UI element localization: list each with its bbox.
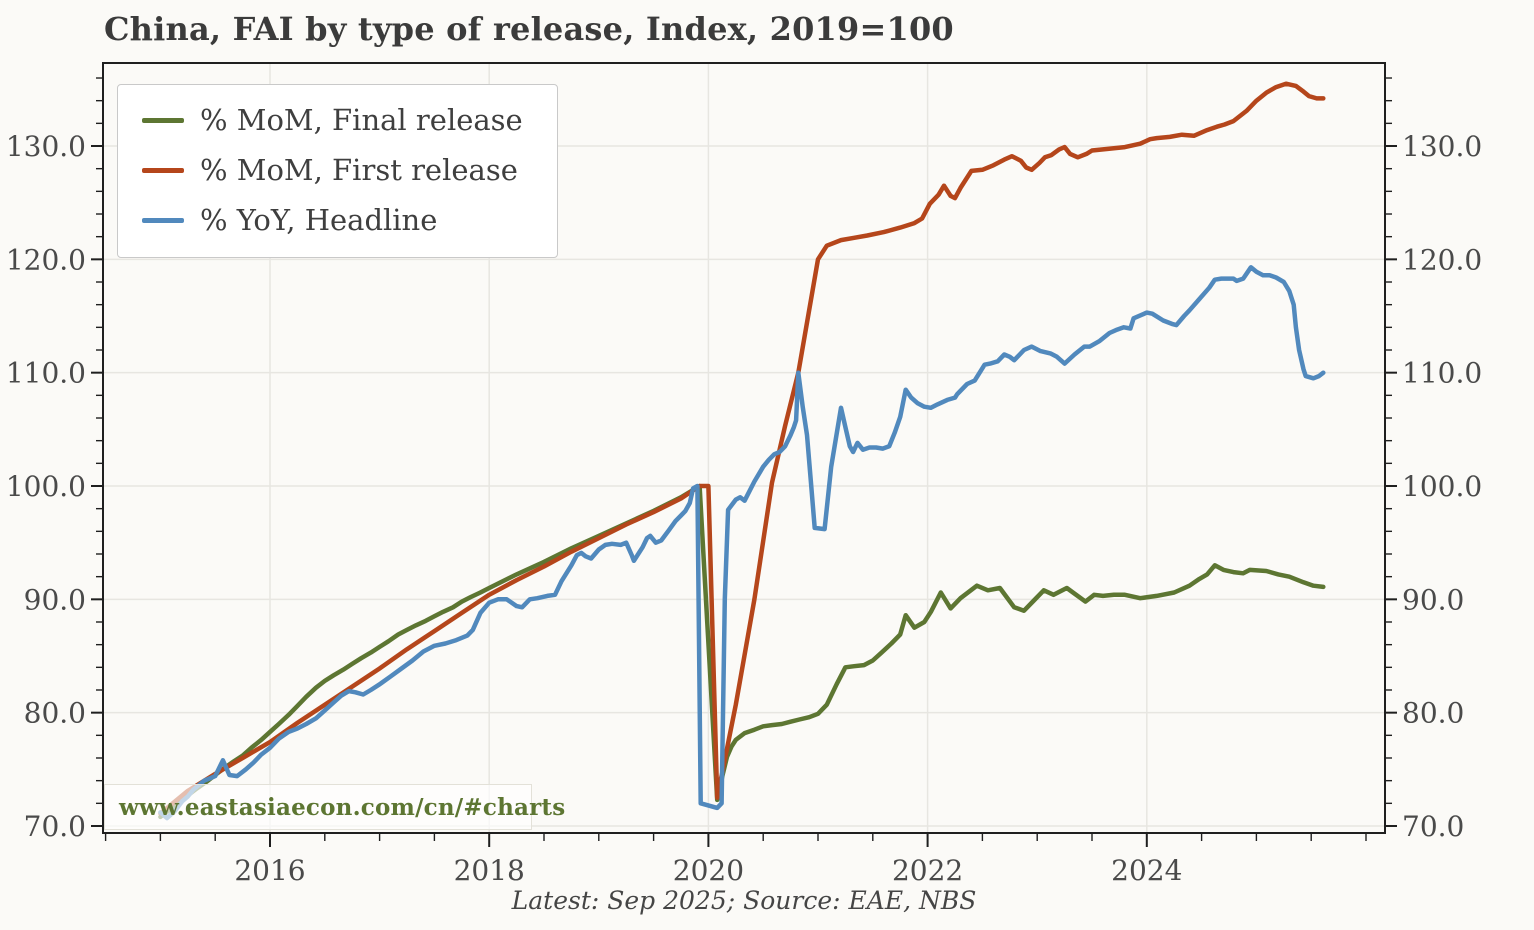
chart-legend: % MoM, Final release % MoM, First releas… <box>117 84 558 258</box>
legend-label: % MoM, First release <box>200 153 518 187</box>
svg-text:90.0: 90.0 <box>24 583 86 616</box>
svg-text:100.0: 100.0 <box>1402 470 1482 503</box>
svg-text:80.0: 80.0 <box>24 697 86 730</box>
watermark-link[interactable]: www.eastasiaecon.com/cn/#charts <box>119 793 566 821</box>
legend-item-final-release: % MoM, Final release <box>118 95 557 145</box>
legend-item-first-release: % MoM, First release <box>118 145 557 195</box>
svg-text:80.0: 80.0 <box>1402 697 1464 730</box>
axes-spines-ticks <box>91 62 1397 847</box>
svg-text:90.0: 90.0 <box>1402 583 1464 616</box>
svg-text:70.0: 70.0 <box>24 810 86 843</box>
axis-tick-labels: 70.0 70.0 80.0 80.0 90.0 90.0 100.0 100.0 110.0 1… <box>6 130 1482 887</box>
legend-label: % MoM, Final release <box>200 103 523 137</box>
legend-swatch-green-line <box>142 117 184 123</box>
svg-text:110.0: 110.0 <box>6 357 86 390</box>
svg-text:110.0: 110.0 <box>1402 357 1482 390</box>
legend-item-yoy-headline: % YoY, Headline <box>118 195 557 245</box>
svg-text:130.0: 130.0 <box>6 130 86 163</box>
legend-swatch-red-line <box>142 167 184 173</box>
svg-text:2016: 2016 <box>234 854 305 887</box>
svg-text:130.0: 130.0 <box>1402 130 1482 163</box>
watermark-box: www.eastasiaecon.com/cn/#charts <box>104 784 565 830</box>
svg-text:2022: 2022 <box>892 854 963 887</box>
svg-text:120.0: 120.0 <box>6 243 86 276</box>
legend-label: % YoY, Headline <box>200 203 438 237</box>
svg-text:70.0: 70.0 <box>1402 810 1464 843</box>
svg-text:2018: 2018 <box>454 854 525 887</box>
legend-swatch-blue-line <box>142 217 184 223</box>
svg-text:120.0: 120.0 <box>1402 243 1482 276</box>
svg-text:2020: 2020 <box>673 854 744 887</box>
svg-text:100.0: 100.0 <box>6 470 86 503</box>
chart-title: China, FAI by type of release, Index, 20… <box>104 10 954 48</box>
svg-text:2024: 2024 <box>1111 854 1182 887</box>
chart-caption: Latest: Sep 2025; Source: EAE, NBS <box>511 886 977 915</box>
series-lines <box>158 81 1326 821</box>
